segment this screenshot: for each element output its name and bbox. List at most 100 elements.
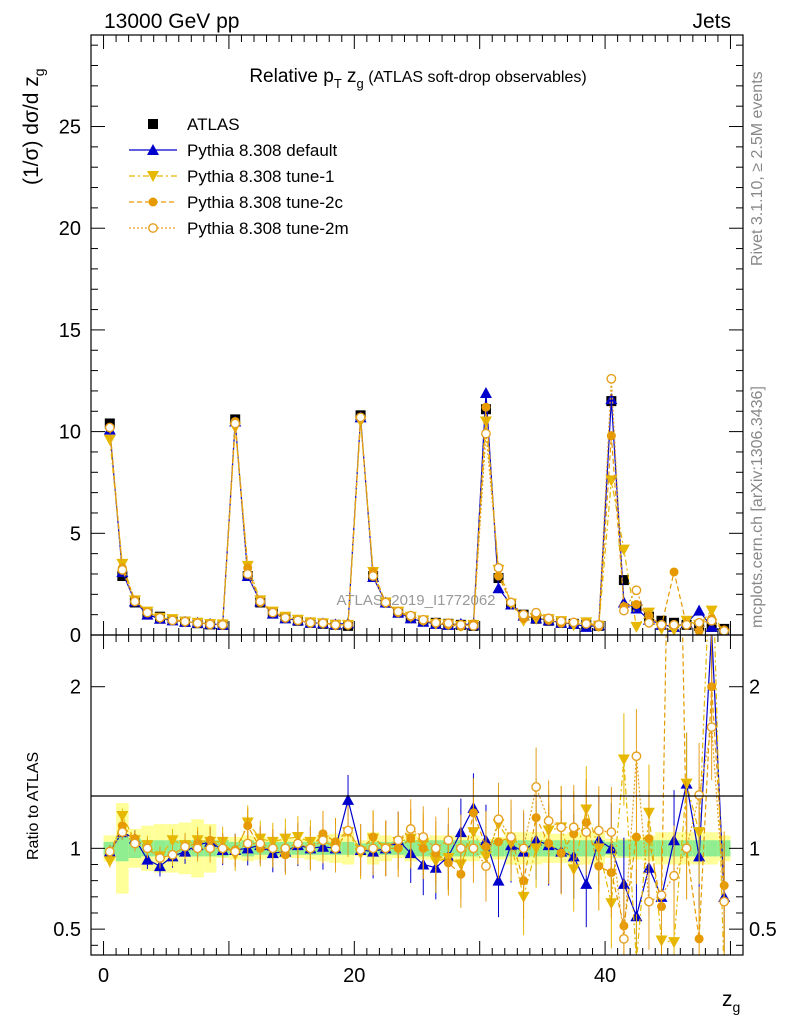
- data-point-tune2m: [142, 607, 153, 618]
- ratio-y-tick-label: 1: [70, 838, 81, 860]
- ratio-point-tune2m: [230, 846, 241, 857]
- ratio-point-tune2m: [669, 870, 679, 881]
- data-point-tune2m: [343, 619, 353, 630]
- ratio-point-tune1: [166, 835, 179, 847]
- x-tick-label: 0: [98, 965, 109, 987]
- ratio-point-tune1: [718, 977, 730, 988]
- ratio-y-tick-label: 2: [70, 677, 81, 699]
- data-point-tune2m: [230, 418, 241, 429]
- y-tick-label: 15: [59, 320, 81, 342]
- data-point-tune2m: [418, 614, 429, 625]
- ratio-point-tune2m: [368, 843, 379, 854]
- ratio-y-tick-label-right: 2: [749, 677, 760, 699]
- legend-marker-tune1: [147, 171, 159, 182]
- ratio-point-tune2m: [155, 853, 165, 863]
- ratio-point-default: [342, 793, 355, 805]
- ratio-point-tune2m: [380, 843, 391, 854]
- ratio-point-tune2m: [606, 827, 617, 838]
- ratio-point-tune2m: [430, 843, 441, 854]
- x-tick-label: 40: [594, 965, 616, 987]
- ratio-point-tune2m: [493, 814, 504, 825]
- ratio-point-tune2m: [393, 835, 404, 846]
- ratio-point-tune2m: [481, 861, 491, 872]
- ratio-point-tune2m: [205, 843, 216, 854]
- data-point-tune2m: [568, 617, 579, 628]
- data-point-tune2m: [318, 618, 328, 629]
- ratio-point-default: [141, 853, 154, 865]
- data-point-tune2m: [443, 618, 454, 629]
- ratio-line-tune1: [109, 635, 725, 955]
- ratio-y-tick-label-right: 1: [749, 838, 760, 860]
- legend-marker-tune2c: [148, 197, 158, 207]
- data-point-tune2m: [192, 618, 203, 629]
- ratio-point-tune2m: [292, 838, 303, 849]
- data-point-tune2m: [644, 617, 654, 628]
- ratio-point-tune2m: [518, 843, 529, 854]
- ratio-point-tune2m: [267, 843, 278, 854]
- data-point-tune2m: [104, 422, 115, 433]
- legend-marker-atlas: [148, 119, 158, 129]
- band-inner-bin: [116, 835, 129, 862]
- legend-label-default: Pythia 8.308 default: [187, 141, 338, 160]
- legend-marker-tune2m: [148, 223, 158, 233]
- data-point-atlas: [618, 575, 629, 586]
- y-tick-label: 25: [59, 117, 81, 139]
- title-main: Relative p: [249, 66, 334, 87]
- side-text-top: Rivet 3.1.10, ≥ 2.5M events: [749, 71, 766, 266]
- data-point-tune2c: [669, 567, 679, 577]
- data-point-tune2m: [117, 565, 128, 575]
- legend-label-tune2m: Pythia 8.308 tune-2m: [187, 219, 349, 238]
- y-tick-label: 0: [70, 625, 81, 647]
- data-point-tune2m: [330, 619, 341, 630]
- data-point-tune2m: [155, 612, 165, 623]
- ratio-point-tune2m: [418, 832, 429, 842]
- ratio-point-tune2m: [318, 835, 328, 846]
- ratio-point-tune2m: [543, 815, 554, 826]
- data-point-tune2m: [468, 620, 479, 631]
- ratio-point-tune2m: [305, 843, 316, 854]
- axis-ticks: 0 5 10 15 20 25 0 20 40 0.5 0.5 1 1 2 2: [53, 35, 777, 987]
- data-point-tune2m: [217, 619, 228, 630]
- ratio-point-tune2m: [656, 890, 667, 901]
- data-point-tune2c: [631, 599, 641, 609]
- data-point-tune2m: [292, 615, 303, 626]
- data-point-tune2m: [493, 562, 504, 573]
- y-label-sub: g: [31, 68, 47, 76]
- data-point-tune2m: [455, 619, 466, 630]
- data-point-tune1: [705, 605, 718, 617]
- data-point-default: [605, 393, 618, 405]
- data-point-tune2m: [242, 569, 253, 579]
- band-inner-bin: [705, 840, 718, 857]
- ratio-point-tune2m: [343, 825, 353, 836]
- ratio-point-tune2m: [593, 825, 604, 836]
- ratio-point-tune1: [680, 778, 693, 790]
- data-point-tune2m: [368, 571, 379, 581]
- data-point-tune2m: [581, 618, 592, 629]
- ratio-point-tune2m: [405, 824, 416, 834]
- data-point-tune2m: [380, 597, 391, 608]
- ratio-point-tune2m: [506, 832, 516, 842]
- ratio-y-tick-label-right: 0.5: [749, 919, 777, 941]
- ratio-point-tune2m: [217, 843, 228, 854]
- ratio-point-tune2c: [694, 934, 704, 944]
- data-point-tune2c: [494, 571, 503, 581]
- title-mid: z: [342, 66, 357, 87]
- ratio-point-tune1: [668, 937, 681, 949]
- data-point-tune2m: [618, 605, 629, 616]
- legend-label-tune2c: Pythia 8.308 tune-2c: [187, 193, 343, 212]
- data-point-tune2m: [405, 610, 416, 621]
- ratio-point-tune2c: [631, 832, 641, 842]
- data-point-tune2m: [267, 607, 278, 618]
- data-point-tune2m: [355, 412, 366, 423]
- data-point-tune2m: [305, 617, 316, 628]
- data-point-tune2m: [681, 619, 692, 630]
- ratio-point-tune2m: [117, 827, 128, 838]
- ratio-y-tick-label: 0.5: [53, 919, 81, 941]
- data-point-tune2m: [694, 617, 705, 628]
- ratio-point-tune2m: [104, 846, 115, 857]
- ratio-point-tune2c: [670, 165, 679, 174]
- ratio-point-tune1: [617, 754, 630, 766]
- header-left: 13000 GeV pp: [104, 10, 239, 33]
- data-point-tune2m: [506, 597, 516, 608]
